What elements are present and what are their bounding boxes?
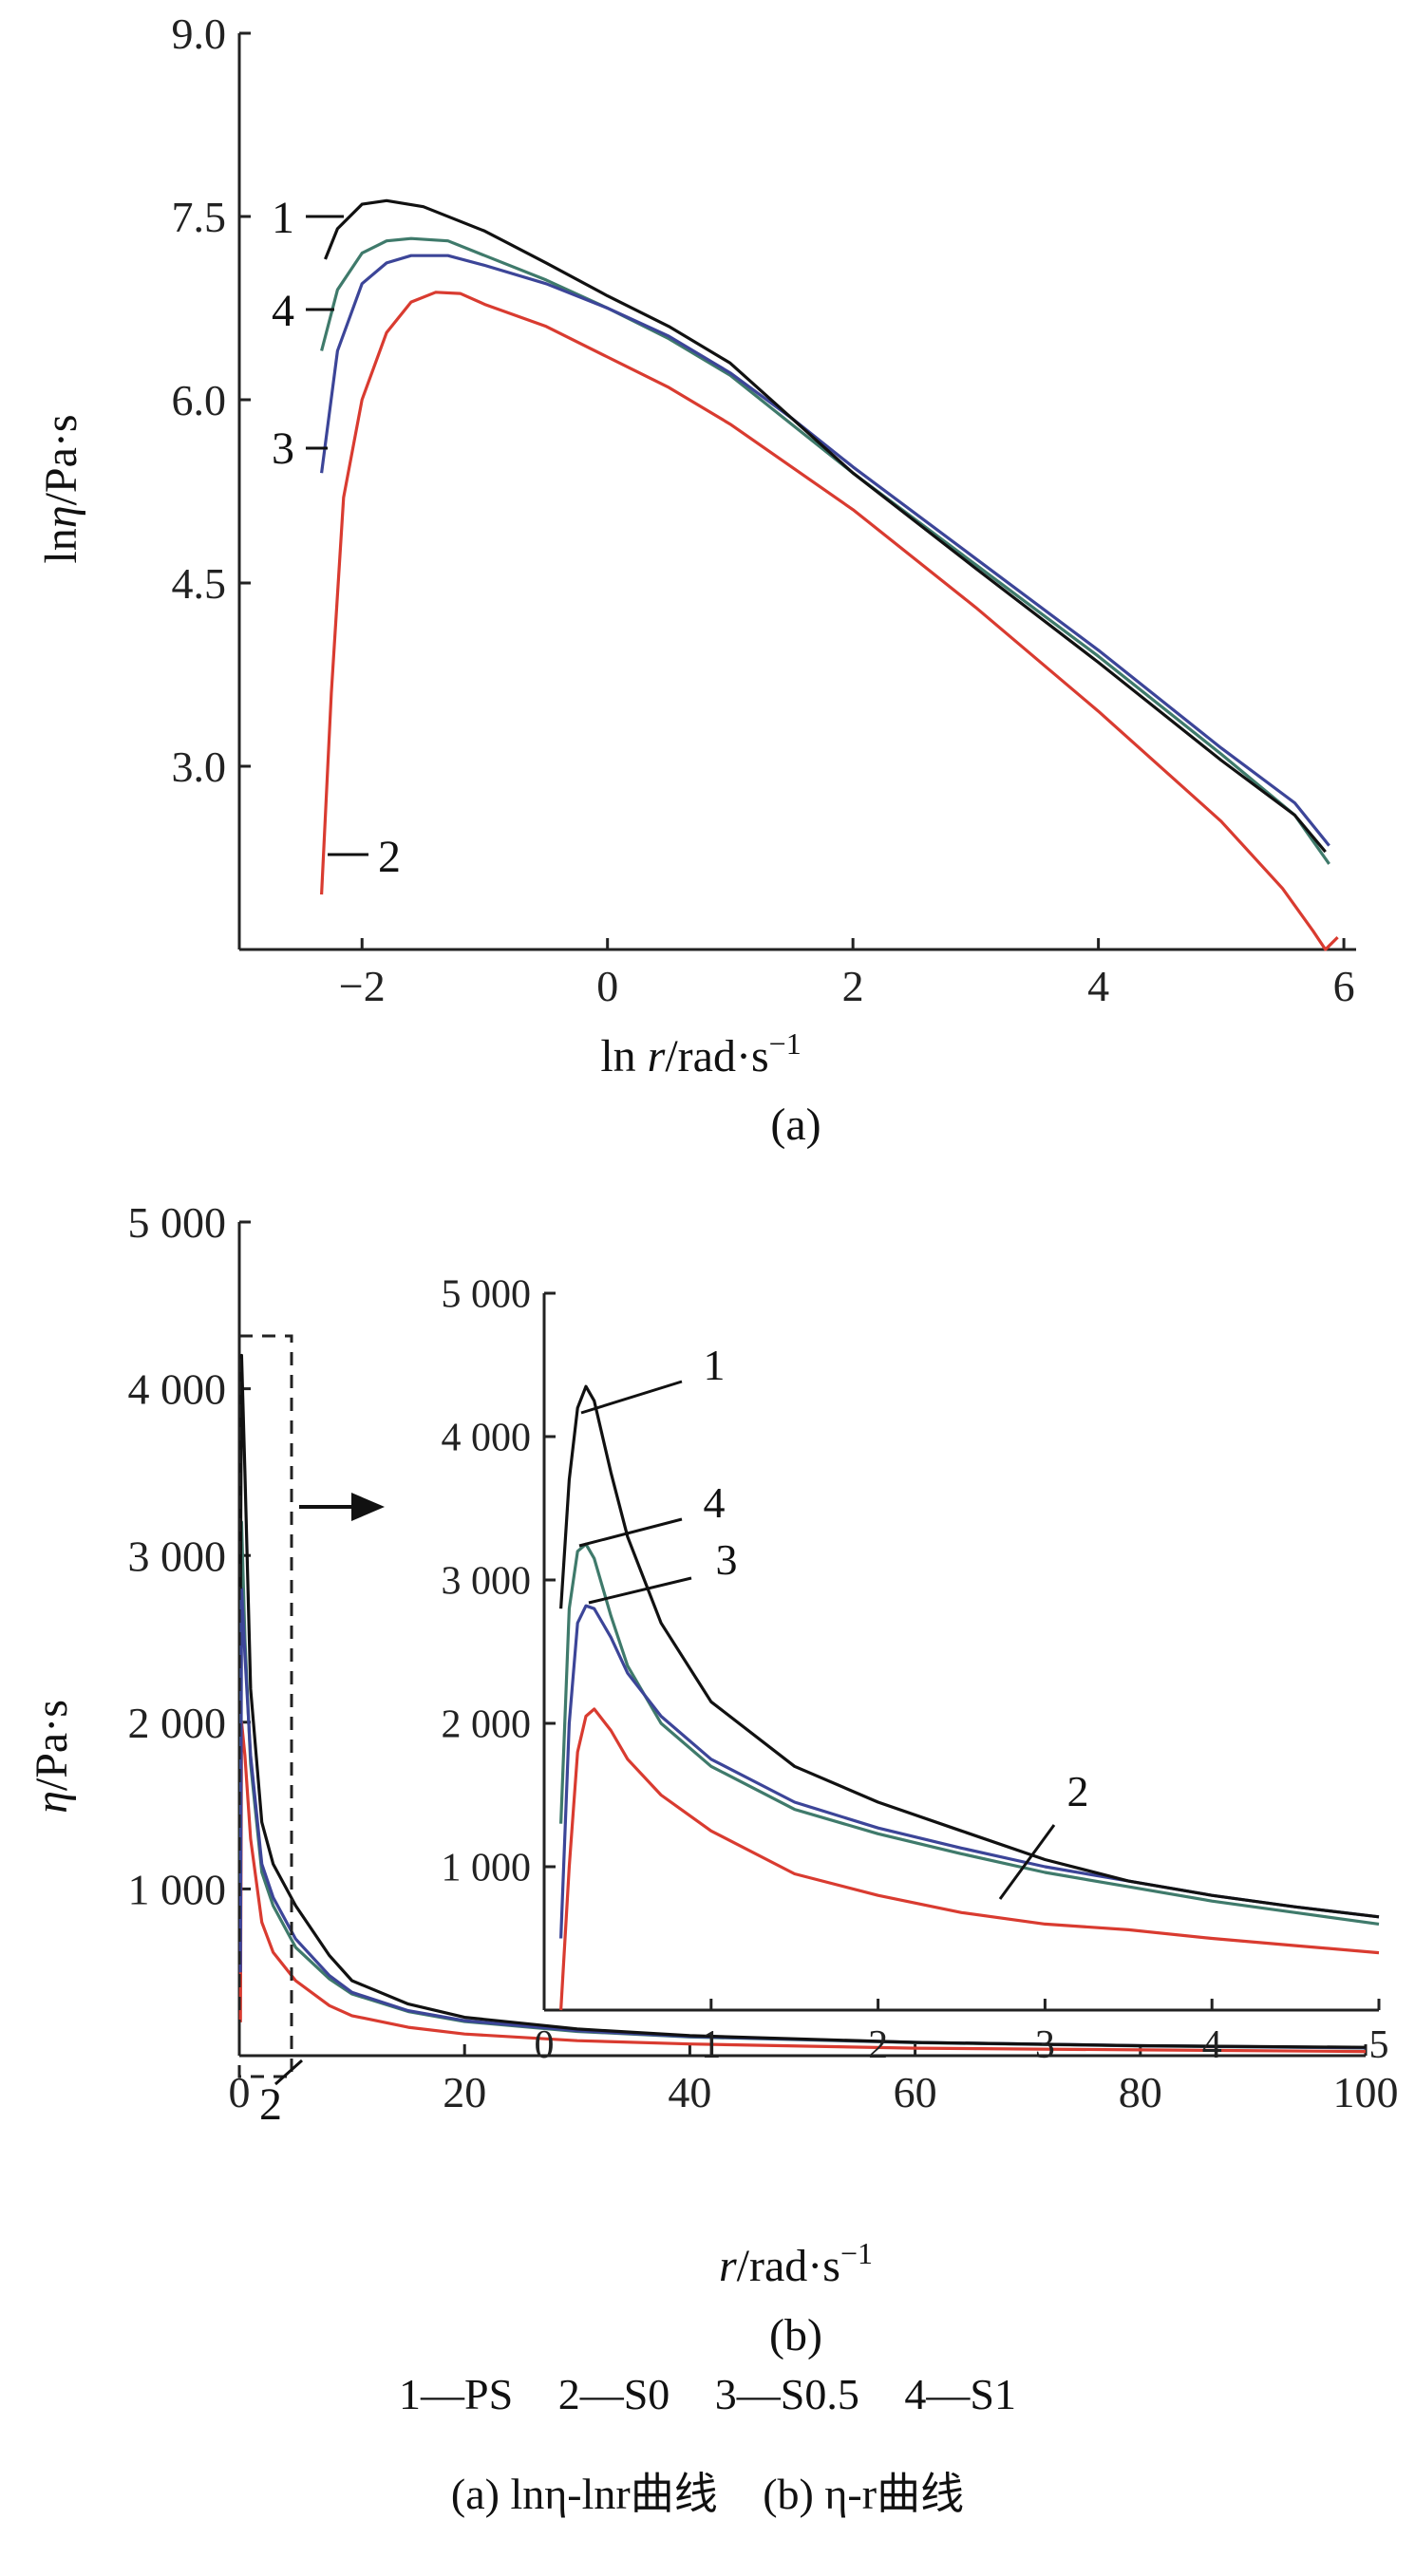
i-annotation-leader (578, 1517, 683, 1548)
a-series-line-3 (320, 254, 1330, 847)
caption-a: (a) lnη-lnr曲线 (450, 2470, 718, 2518)
i-y-tick-label: 3 000 (442, 1560, 532, 1604)
a-x-tick-label: −2 (339, 962, 386, 1010)
caption-b: (b) η-r曲线 (763, 2470, 965, 2518)
i-x-tick-label: 4 (1202, 2023, 1222, 2067)
a-annotation-label: 2 (378, 832, 401, 882)
legend-item-s1: 4—S1 (904, 2370, 1016, 2418)
a-y-tick-label: 3.0 (172, 743, 227, 791)
i-y-tick-label: 5 000 (442, 1273, 532, 1317)
i-x-tick-label: 0 (535, 2023, 555, 2067)
legend-item-s05: 3—S0.5 (714, 2370, 859, 2418)
figure-caption: (a) lnη-lnr曲线 (b) η-r曲线 (0, 2459, 1415, 2522)
i-annotation-leader (588, 1576, 692, 1605)
i-y-tick-label: 2 000 (442, 1703, 532, 1747)
a-y-tick-label: 9.0 (172, 9, 227, 58)
i-x-tick-label: 2 (868, 2023, 888, 2067)
panel-a-xlabel: ln r/rad·s−1 (600, 1026, 801, 1081)
zoom-region-box (237, 1334, 293, 2078)
a-annotation-label: 1 (272, 193, 294, 243)
zoom-arrow (299, 1493, 385, 1521)
a-x-tick-label: 6 (1333, 962, 1355, 1010)
a-series-line-4 (320, 236, 1330, 865)
b-x-tick-label: 80 (1119, 2068, 1162, 2116)
i-y-tick-label: 4 000 (442, 1417, 532, 1460)
panel-b-xlabel: r/rad·s−1 (719, 2236, 873, 2291)
legend-item-ps: 1—PS (399, 2370, 514, 2418)
i-annotation-label: 4 (704, 1478, 726, 1527)
i-y-tick-label: 1 000 (442, 1847, 532, 1890)
a-x-tick-label: 4 (1087, 962, 1109, 1010)
b-series-line-3 (238, 1587, 1367, 2050)
i-series-line-4 (559, 1542, 1380, 1926)
i-x-tick-label: 3 (1035, 2023, 1055, 2067)
panel-b-ylabel: η/Pa·s (27, 1700, 77, 1814)
a-annotation-label: 3 (272, 423, 294, 474)
a-x-tick-label: 2 (842, 962, 864, 1010)
i-series-line-1 (559, 1384, 1380, 1919)
b-annotation-label: 2 (259, 2079, 282, 2130)
i-annotation-label: 1 (704, 1341, 726, 1389)
inset-panel: 0 1 2 3 4 5 1 000 2 000 3 000 4 000 5 000 1 4 3 2 (442, 1273, 1389, 2067)
b-y-tick-label: 1 000 (128, 1866, 227, 1914)
i-x-tick-label: 1 (701, 2023, 721, 2067)
panel-b-label: (b) (769, 2310, 822, 2360)
b-x-tick-label: 60 (894, 2068, 937, 2116)
b-series-line-2 (238, 1720, 1367, 2054)
b-x-tick-label: 0 (229, 2068, 251, 2116)
a-x-tick-label: 0 (596, 962, 618, 1010)
b-x-tick-label: 20 (443, 2068, 486, 2116)
a-y-tick-label: 4.5 (172, 559, 227, 608)
b-x-tick-label: 100 (1333, 2068, 1399, 2116)
b-y-tick-label: 5 000 (128, 1198, 227, 1247)
i-annotation-label: 2 (1067, 1767, 1089, 1815)
b-y-tick-label: 3 000 (128, 1532, 227, 1580)
i-annotation-leader (998, 1824, 1056, 1900)
panel-a-label: (a) (770, 1100, 821, 1150)
legend-item-s0: 2—S0 (557, 2370, 670, 2418)
i-x-tick-label: 5 (1369, 2023, 1389, 2067)
b-x-tick-label: 40 (668, 2068, 711, 2116)
panel-a-ylabel: lnη/Pa·s (36, 414, 86, 563)
a-series-line-1 (324, 198, 1327, 854)
legend: 1—PS 2—S0 3—S0.5 4—S1 (0, 2369, 1415, 2419)
a-series-line-2 (320, 291, 1339, 951)
a-y-tick-label: 7.5 (172, 193, 227, 241)
b-annotation-leader (274, 2059, 303, 2086)
b-y-tick-label: 2 000 (128, 1699, 227, 1747)
b-series-line-4 (238, 1520, 1367, 2050)
a-y-tick-label: 6.0 (172, 376, 227, 424)
i-annotation-leader (580, 1380, 683, 1415)
i-series-line-2 (559, 1707, 1380, 2011)
b-y-tick-label: 4 000 (128, 1365, 227, 1414)
i-annotation-label: 3 (716, 1535, 738, 1584)
b-series-line-1 (238, 1353, 1367, 2049)
a-annotation-label: 4 (272, 286, 294, 336)
